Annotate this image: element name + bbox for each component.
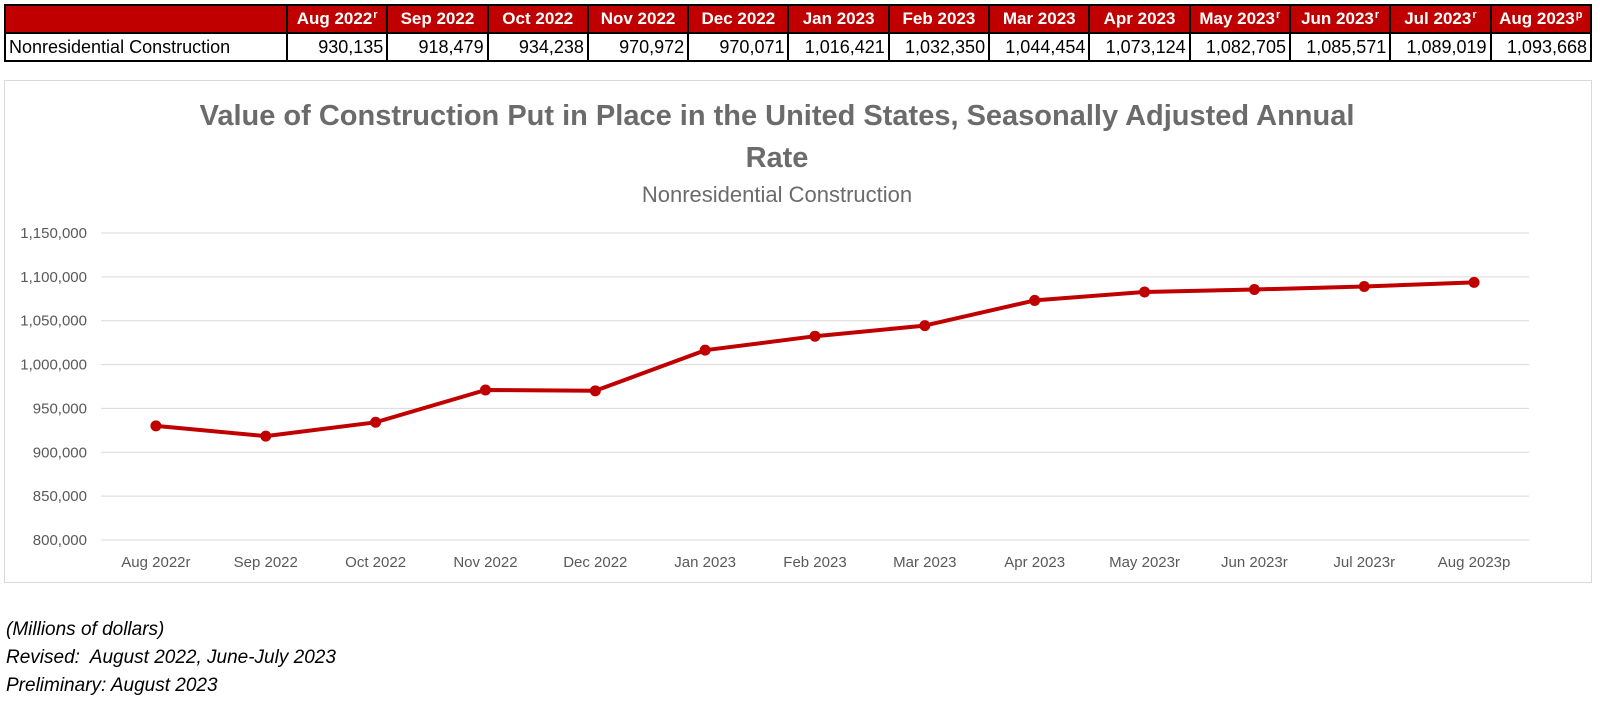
chart-title-line-1: Value of Construction Put in Place in th… [200, 100, 1355, 132]
table-cell-value: 1,082,705 [1188, 32, 1291, 62]
data-point [150, 420, 162, 432]
column-header-12: Jul 2023r [1389, 4, 1492, 34]
data-point [370, 416, 382, 428]
column-header-label: Aug 2022 [296, 9, 373, 28]
column-header-10: May 2023r [1188, 4, 1291, 34]
table-cell-value: 930,135 [285, 32, 389, 62]
x-tick-label: Apr 2023 [1004, 554, 1065, 571]
column-header-label: Apr 2023 [1103, 9, 1176, 28]
y-tick-label: 1,000,000 [20, 357, 87, 374]
x-tick-label: Sep 2022 [234, 554, 298, 571]
footnote-preliminary: Preliminary: August 2023 [6, 675, 218, 696]
table-cell-value: 970,071 [687, 32, 790, 62]
gridlines [101, 232, 1529, 541]
column-header-label: Sep 2022 [400, 9, 475, 28]
column-header-6: Jan 2023 [787, 4, 890, 34]
revision-mark: p [1575, 9, 1583, 21]
column-header-8: Mar 2023 [988, 4, 1091, 34]
column-header-label: Oct 2022 [502, 9, 574, 28]
x-tick-label: Jun 2023r [1221, 554, 1288, 571]
footnote-revised: Revised: August 2022, June-July 2023 [6, 647, 336, 668]
table-cell-value: 934,238 [486, 32, 589, 62]
y-tick-label: 900,000 [33, 444, 87, 461]
column-header-label: May 2023 [1199, 9, 1275, 28]
table-cell-value: 1,016,421 [787, 32, 890, 62]
table-cell-value: 1,044,454 [988, 32, 1091, 62]
column-header-9: Apr 2023 [1088, 4, 1191, 34]
footnote-units: (Millions of dollars) [6, 619, 165, 640]
column-header-3: Oct 2022 [486, 4, 589, 34]
series-line [155, 280, 1475, 439]
revision-mark: r [1374, 9, 1380, 21]
y-tick-label: 850,000 [33, 488, 87, 505]
column-header-2: Sep 2022 [386, 4, 489, 34]
table-cell-value: 1,085,571 [1288, 32, 1392, 62]
table-header-row: Aug 2022r Sep 2022 Oct 2022 Nov 2022 Dec 202… [4, 4, 1593, 34]
x-tick-label: Nov 2022 [453, 554, 517, 571]
revision-mark: r [373, 9, 378, 21]
x-tick-label: Oct 2022 [345, 554, 406, 571]
data-point [1139, 286, 1151, 298]
y-tick-label: 800,000 [33, 532, 87, 549]
data-table: Aug 2022r Sep 2022 Oct 2022 Nov 2022 Dec 202… [4, 4, 1593, 62]
column-header-4: Nov 2022 [586, 4, 690, 34]
column-header-5: Dec 2022 [687, 4, 790, 34]
x-tick-label: Aug 2023p [1438, 554, 1511, 571]
footnotes: (Millions of dollars) Revised: August 20… [6, 616, 336, 700]
table-row-label: Nonresidential Construction [4, 32, 288, 62]
table-cell-value: 1,073,124 [1088, 32, 1191, 62]
line-chart: Value of Construction Put in Place in th… [20, 100, 1529, 571]
column-header-label: Dec 2022 [701, 9, 776, 28]
revision-mark: r [1472, 9, 1477, 21]
data-point [809, 330, 821, 342]
x-tick-label: Dec 2022 [563, 554, 627, 571]
data-point [589, 385, 601, 397]
x-tick-label: Mar 2023 [893, 554, 956, 571]
table-cell-value: 970,972 [586, 32, 690, 62]
x-tick-label: May 2023r [1109, 554, 1180, 571]
column-header-label: Jul 2023 [1404, 9, 1472, 28]
x-tick-label: Feb 2023 [783, 554, 846, 571]
data-point [1248, 284, 1260, 296]
column-header-label: Feb 2023 [902, 9, 976, 28]
column-header-label: Jan 2023 [802, 9, 875, 28]
data-point [479, 384, 491, 396]
column-header-13: Aug 2023p [1489, 4, 1593, 34]
column-header-11: Jun 2023r [1288, 4, 1392, 34]
column-header-label: Jun 2023 [1301, 9, 1374, 28]
y-tick-label: 1,050,000 [20, 313, 87, 330]
table-cell-value: 1,093,668 [1489, 32, 1593, 62]
table-cell-value: 1,032,350 [887, 32, 991, 62]
table-cell-value: 1,089,019 [1389, 32, 1492, 62]
column-header-label: Aug 2023 [1499, 9, 1575, 28]
chart-area: Value of Construction Put in Place in th… [4, 80, 1592, 583]
chart-subtitle: Nonresidential Construction [642, 182, 912, 207]
data-point [919, 320, 931, 332]
x-tick-label: Aug 2022r [121, 554, 190, 571]
column-header-label: Nov 2022 [600, 9, 676, 28]
y-axis-ticks: 800,000 850,000 900,000 950,000 1,000,000 1,0… [20, 225, 87, 549]
data-point [260, 430, 272, 442]
column-header-7: Feb 2023 [887, 4, 991, 34]
data-point [1029, 294, 1041, 306]
column-header-label: Mar 2023 [1002, 9, 1076, 28]
x-tick-label: Jan 2023 [674, 554, 736, 571]
table-row: Nonresidential Construction 930,135 918,4… [4, 32, 1593, 62]
data-points [150, 276, 1480, 442]
table-cell-value: 918,479 [386, 32, 489, 62]
data-point [1358, 280, 1370, 292]
x-axis-ticks: Aug 2022r Sep 2022 Oct 2022 Nov 2022 Dec 202… [121, 554, 1510, 571]
y-tick-label: 1,150,000 [20, 225, 87, 242]
y-tick-label: 950,000 [33, 400, 87, 417]
column-header-1: Aug 2022r [285, 4, 389, 34]
y-tick-label: 1,100,000 [20, 269, 87, 286]
data-point [1468, 276, 1480, 288]
x-tick-label: Jul 2023r [1333, 554, 1395, 571]
chart-title-line-2: Rate [746, 142, 809, 174]
data-point [699, 344, 711, 356]
revision-mark: r [1275, 9, 1281, 21]
table-corner-cell [4, 4, 288, 34]
